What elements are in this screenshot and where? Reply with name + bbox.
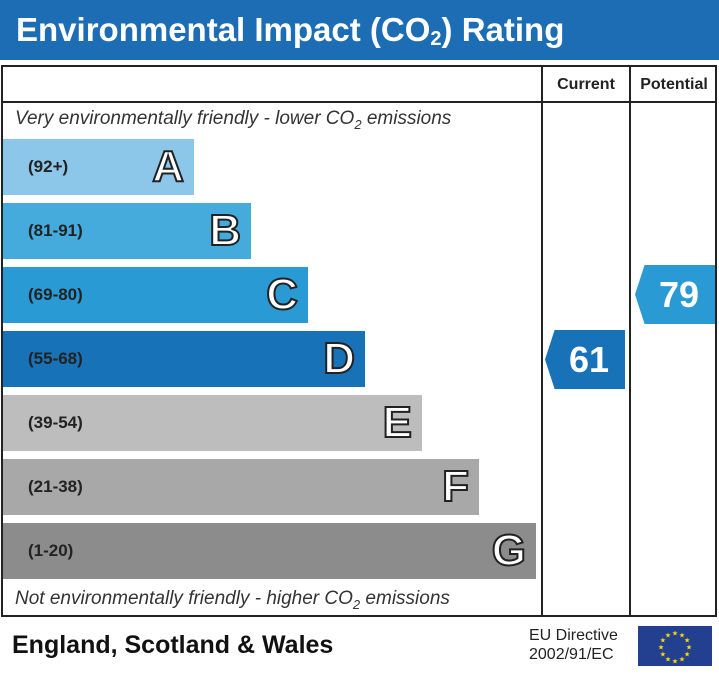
band-range: (39-54) [28,413,83,432]
star-icon: ★ [658,644,664,652]
divider [1,615,717,617]
star-icon: ★ [679,656,685,664]
band-letter: E [382,397,413,448]
divider [629,65,631,617]
band-d: (55-68) D [3,331,365,387]
band-range: (21-38) [28,477,83,496]
divider [1,101,717,103]
band-letter: D [322,333,356,384]
star-icon: ★ [679,631,685,639]
band-range: (92+) [28,157,69,176]
band-range: (69-80) [28,285,83,304]
star-icon: ★ [660,637,666,645]
band-letter: B [208,205,242,256]
region-label: England, Scotland & Wales [12,631,334,659]
eu-directive: EU Directive 2002/91/EC [529,627,618,663]
band-range: (55-68) [28,349,83,368]
band-g: (1-20) G [3,523,536,579]
bottom-note: Not environmentally friendly - higher CO… [15,588,450,612]
potential-rating-arrow: 79 [635,265,715,324]
column-header-current: Current [557,76,615,93]
band-e: (39-54) E [3,395,422,451]
divider [541,65,543,617]
current-rating-arrow: 61 [545,330,625,389]
band-letter: A [151,141,185,192]
band-a: (92+) A [3,139,194,195]
star-icon: ★ [672,630,678,638]
star-icon: ★ [665,656,671,664]
band-letter: G [491,525,527,576]
band-f: (21-38) F [3,459,479,515]
band-range: (81-91) [28,221,83,240]
star-icon: ★ [672,658,678,666]
star-icon: ★ [665,631,671,639]
star-icon: ★ [686,644,692,652]
band-c: (69-80) C [3,267,308,323]
band-letter: F [441,461,470,512]
column-header-potential: Potential [640,76,708,93]
chart-title: Environmental Impact (CO2) Rating [0,0,719,60]
band-b: (81-91) B [3,203,251,259]
star-icon: ★ [684,651,690,659]
band-range: (1-20) [28,541,74,560]
top-note: Very environmentally friendly - lower CO… [15,108,452,132]
star-icon: ★ [684,637,690,645]
eu-flag-icon: ★ ★ ★ ★ ★ ★ ★ ★ ★ ★ ★ ★ [638,626,712,666]
band-letter: C [265,269,299,320]
star-icon: ★ [660,651,666,659]
